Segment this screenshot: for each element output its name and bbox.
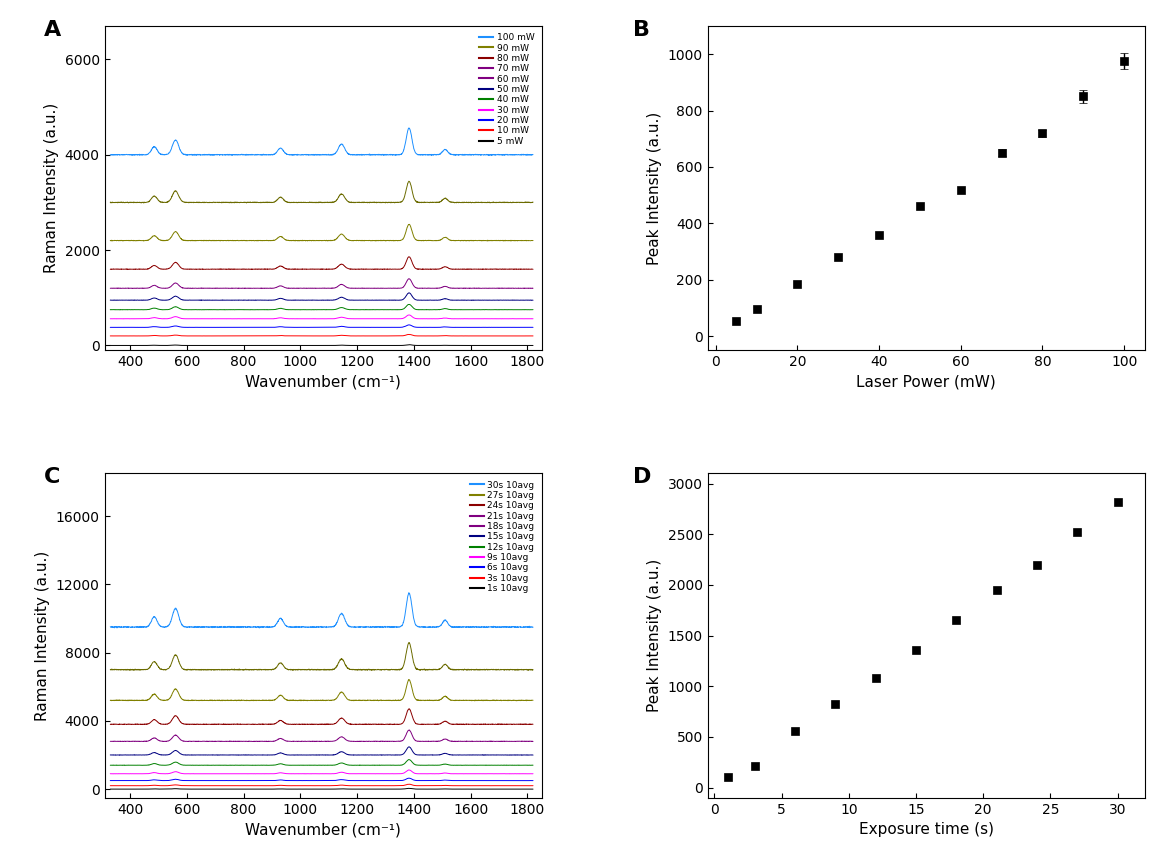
Y-axis label: Peak Intensity (a.u.): Peak Intensity (a.u.) bbox=[647, 112, 662, 264]
Y-axis label: Peak Intensity (a.u.): Peak Intensity (a.u.) bbox=[647, 559, 662, 712]
Text: B: B bbox=[633, 20, 651, 40]
Y-axis label: Raman Intensity (a.u.): Raman Intensity (a.u.) bbox=[44, 103, 59, 273]
Legend: 100 mW, 90 mW, 80 mW, 70 mW, 60 mW, 50 mW, 40 mW, 30 mW, 20 mW, 10 mW, 5 mW: 100 mW, 90 mW, 80 mW, 70 mW, 60 mW, 50 m… bbox=[476, 30, 537, 148]
Text: A: A bbox=[43, 20, 60, 40]
Text: D: D bbox=[633, 467, 652, 487]
Text: C: C bbox=[43, 467, 59, 487]
X-axis label: Exposure time (s): Exposure time (s) bbox=[859, 822, 994, 837]
X-axis label: Wavenumber (cm⁻¹): Wavenumber (cm⁻¹) bbox=[245, 375, 401, 389]
Legend: 30s 10avg, 27s 10avg, 24s 10avg, 21s 10avg, 18s 10avg, 15s 10avg, 12s 10avg, 9s : 30s 10avg, 27s 10avg, 24s 10avg, 21s 10a… bbox=[467, 478, 537, 596]
X-axis label: Wavenumber (cm⁻¹): Wavenumber (cm⁻¹) bbox=[245, 822, 401, 837]
X-axis label: Laser Power (mW): Laser Power (mW) bbox=[856, 375, 996, 389]
Y-axis label: Raman Intensity (a.u.): Raman Intensity (a.u.) bbox=[35, 551, 50, 720]
